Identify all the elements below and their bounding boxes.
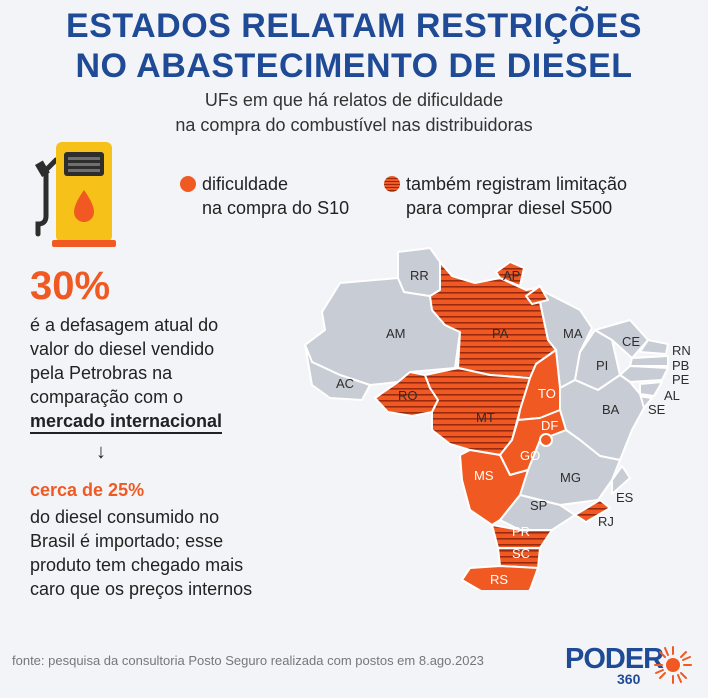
- logo-number: 360: [617, 671, 641, 687]
- label-al: AL: [664, 388, 680, 403]
- label-to: TO: [538, 386, 556, 401]
- label-rj: RJ: [598, 514, 614, 529]
- label-pi: PI: [596, 358, 608, 373]
- label-df: DF: [541, 418, 558, 433]
- title-line-2: NO ABASTECIMENTO DE DIESEL: [75, 47, 633, 85]
- legend-s500: também registram limitação para comprar …: [384, 172, 627, 220]
- legend-s10-label-1: dificuldade: [202, 174, 289, 194]
- stat-defasagem-value: 30%: [30, 264, 111, 308]
- label-se: SE: [648, 402, 666, 417]
- state-es: [611, 465, 631, 495]
- state-rn: [639, 339, 669, 355]
- stat1-line-3: pela Petrobras na: [30, 363, 173, 383]
- label-mt: MT: [476, 410, 495, 425]
- subtitle-line-1: UFs em que há relatos de dificuldade: [204, 90, 504, 110]
- label-ms: MS: [474, 468, 494, 483]
- logo-word: PODER: [565, 643, 664, 675]
- label-pa: PA: [492, 326, 509, 341]
- label-rs: RS: [490, 572, 508, 587]
- stat1-line-4: comparação com o: [30, 387, 184, 407]
- label-sp: SP: [530, 498, 547, 513]
- label-rr: RR: [410, 268, 429, 283]
- label-ro: RO: [398, 388, 418, 403]
- brazil-map: RR AP AM PA MA CE RN PB PE PI AL SE BA A…: [304, 247, 691, 590]
- stat2-line-3: produto tem chegado mais: [30, 555, 244, 575]
- state-ap-island: [525, 285, 549, 305]
- title-line-1: ESTADOS RELATAM RESTRIÇÕES: [66, 7, 642, 45]
- stat1-line-2: valor do diesel vendido: [30, 339, 215, 359]
- label-pe: PE: [672, 372, 690, 387]
- label-pr: PR: [512, 524, 530, 539]
- source-note: fonte: pesquisa da consultoria Posto Seg…: [12, 653, 484, 668]
- stat1-line-1: é a defasagem atual do: [30, 315, 219, 335]
- legend-s500-swatch: [384, 176, 400, 192]
- stat2-line-1: do diesel consumido no: [30, 507, 220, 527]
- label-es: ES: [616, 490, 634, 505]
- poder360-logo: PODER 360: [565, 643, 695, 691]
- state-ap: [495, 261, 525, 287]
- down-arrow-icon: ↓: [96, 441, 106, 463]
- state-ms: [459, 449, 529, 526]
- stat-defasagem-text: é a defasagem atual do valor do diesel v…: [30, 313, 280, 434]
- state-rj: [574, 499, 611, 523]
- state-rs: [461, 565, 539, 590]
- legend-s10-swatch: [180, 176, 196, 192]
- label-mg: MG: [560, 470, 581, 485]
- state-ce: [594, 319, 649, 359]
- label-ba: BA: [602, 402, 620, 417]
- label-pb: PB: [672, 358, 689, 373]
- label-ac: AC: [336, 376, 354, 391]
- state-df-marker: [539, 433, 553, 447]
- state-ac: [304, 344, 371, 401]
- page-subtitle: UFs em que há relatos de dificuldade na …: [0, 88, 708, 138]
- stat-importado-value: cerca de 25%: [30, 480, 145, 500]
- label-ma: MA: [563, 326, 583, 341]
- legend-s10: dificuldade na compra do S10: [180, 172, 349, 220]
- mercado-internacional-label: mercado internacional: [30, 411, 223, 434]
- label-go: GO: [520, 448, 540, 463]
- subtitle-line-2: na compra do combustível nas distribuido…: [175, 115, 533, 135]
- fuel-pump-icon: [35, 142, 116, 247]
- label-ap: AP: [503, 268, 520, 283]
- legend-s500-label-1: também registram limitação: [406, 174, 628, 194]
- label-sc: SC: [512, 546, 530, 561]
- state-al: [639, 381, 663, 397]
- label-ce: CE: [622, 334, 640, 349]
- label-am: AM: [386, 326, 406, 341]
- stat2-line-4: caro que os preços internos: [30, 579, 253, 599]
- stat-importado-text: do diesel consumido no Brasil é importad…: [30, 505, 300, 601]
- state-pr: [491, 524, 553, 549]
- legend-s500-label-2: para comprar diesel S500: [406, 198, 613, 218]
- logo-sun-icon: [654, 646, 692, 684]
- state-pb: [629, 355, 669, 367]
- stat2-line-2: Brasil é importado; esse: [30, 531, 224, 551]
- label-rn: RN: [672, 343, 691, 358]
- legend-s10-label-2: na compra do S10: [202, 198, 350, 218]
- page-title: ESTADOS RELATAM RESTRIÇÕES NO ABASTECIME…: [0, 6, 708, 86]
